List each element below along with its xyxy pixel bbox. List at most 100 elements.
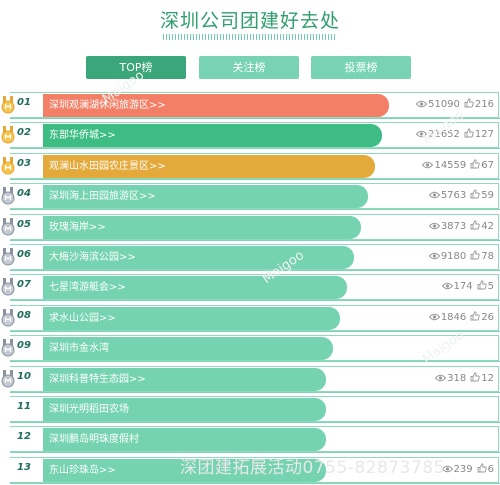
rank-number: 06 xyxy=(17,249,31,260)
like-count-value: 127 xyxy=(474,129,494,141)
eye-icon xyxy=(422,160,434,171)
gold-medal-icon xyxy=(1,156,15,175)
thumbs-up-icon xyxy=(470,189,481,201)
like-count[interactable]: 78 xyxy=(470,250,494,262)
place-link[interactable]: 深圳光明稻田农场 xyxy=(49,404,129,415)
like-count[interactable]: 6 xyxy=(477,463,494,475)
rank-number: 10 xyxy=(17,370,31,382)
view-count: 318 xyxy=(435,373,466,384)
like-count[interactable]: 12 xyxy=(470,371,494,384)
place-link[interactable]: 东部华侨城>> xyxy=(49,130,116,142)
score-bar: 深圳观澜湖休闲旅游区>> xyxy=(43,94,389,117)
place-link[interactable]: 东山珍珠岛>> xyxy=(49,464,116,476)
list-item[interactable]: 02 东部华侨城>> 21652 127 xyxy=(0,121,500,150)
thumbs-up-icon xyxy=(470,311,481,323)
like-count[interactable]: 59 xyxy=(470,189,494,202)
score-bar: 深圳海上田园旅游区>> xyxy=(43,185,368,209)
eye-icon xyxy=(416,99,428,110)
row-stats: 1846 26 xyxy=(425,311,494,323)
like-count-value: 59 xyxy=(481,190,494,202)
like-count[interactable]: 67 xyxy=(470,159,494,171)
tab-top[interactable]: TOP榜 xyxy=(86,56,186,79)
gold-medal-icon xyxy=(1,96,15,114)
list-item[interactable]: 07 七星湾游艇会>> 174 5 xyxy=(0,273,500,302)
view-count-value: 51090 xyxy=(428,99,460,110)
rank-number: 02 xyxy=(17,127,31,139)
place-link[interactable]: 玫瑰海岸>> xyxy=(49,221,106,233)
list-item[interactable]: 04 深圳海上田园旅游区>> 5763 59 xyxy=(0,182,500,211)
title-underline xyxy=(163,34,337,40)
rank-number: 07 xyxy=(17,279,31,291)
place-link[interactable]: 深圳海上田园旅游区>> xyxy=(49,191,156,203)
place-link[interactable]: 深圳市金水湾 xyxy=(49,343,109,355)
view-count: 3873 xyxy=(428,220,467,232)
view-count-value: 3873 xyxy=(440,220,467,232)
list-item[interactable]: 05 玫瑰海岸>> 3873 42 xyxy=(0,213,500,242)
view-count-value: 5763 xyxy=(440,190,467,202)
list-item[interactable]: 10 深圳科普特生态园>> 318 12 xyxy=(0,365,500,394)
place-link[interactable]: 深圳鹏岛明珠度假村 xyxy=(49,434,139,446)
thumbs-up-icon xyxy=(470,159,481,171)
view-count-value: 239 xyxy=(453,463,473,475)
view-count: 9180 xyxy=(428,251,466,262)
view-count-value: 318 xyxy=(447,372,467,384)
rank-number: 13 xyxy=(17,461,31,473)
like-count-value: 78 xyxy=(481,251,494,262)
list-item[interactable]: 12 深圳鹏岛明珠度假村 xyxy=(0,425,500,454)
place-link[interactable]: 大梅沙海滨公园>> xyxy=(49,252,136,263)
score-bar: 求水山公园>> xyxy=(43,306,340,330)
thumbs-up-icon xyxy=(470,371,481,384)
page-title: 深圳公司团建好去处 xyxy=(159,10,340,32)
rank-number: 11 xyxy=(17,401,31,412)
list-item[interactable]: 08 求水山公园>> 1846 26 xyxy=(0,304,500,333)
like-count-value: 26 xyxy=(481,311,494,323)
list-item[interactable]: 01 深圳观澜湖休闲旅游区>> 51090 216 xyxy=(0,91,500,120)
score-bar: 深圳光明稻田农场 xyxy=(43,398,326,421)
list-item[interactable]: 13 东山珍珠岛>> 239 6 xyxy=(0,456,500,485)
silver-medal-icon xyxy=(1,308,15,327)
rank-number: 01 xyxy=(17,97,31,108)
like-count-value: 67 xyxy=(481,159,494,171)
eye-icon xyxy=(428,190,441,201)
score-bar: 观澜山水田园农庄景区>> xyxy=(43,154,375,178)
rank-number: 05 xyxy=(17,218,31,230)
score-bar: 玫瑰海岸>> xyxy=(43,215,361,239)
view-count-value: 174 xyxy=(453,281,473,293)
like-count[interactable]: 42 xyxy=(470,219,494,232)
score-bar: 深圳鹏岛明珠度假村 xyxy=(43,428,326,452)
like-count-value: 6 xyxy=(487,463,494,475)
thumbs-up-icon xyxy=(477,280,488,292)
like-count[interactable]: 26 xyxy=(470,311,494,323)
eye-icon xyxy=(428,312,441,323)
like-count[interactable]: 5 xyxy=(477,280,494,292)
list-item[interactable]: 06 大梅沙海滨公园>> 9180 78 xyxy=(0,243,500,272)
view-count: 174 xyxy=(441,281,473,293)
score-bar: 深圳市金水湾 xyxy=(43,337,333,361)
like-count-value: 216 xyxy=(474,99,494,110)
tab-vote[interactable]: 投票榜 xyxy=(311,56,411,79)
like-count[interactable]: 127 xyxy=(464,128,494,141)
like-count[interactable]: 216 xyxy=(464,98,494,110)
view-count: 51090 xyxy=(416,99,460,110)
row-stats: 3873 42 xyxy=(425,219,494,232)
row-stats: 51090 216 xyxy=(412,98,494,110)
score-bar: 七星湾游艇会>> xyxy=(43,276,347,300)
place-link[interactable]: 求水山公园>> xyxy=(49,312,116,324)
row-stats: 318 12 xyxy=(431,371,494,384)
tab-follow[interactable]: 关注榜 xyxy=(199,56,299,79)
place-link[interactable]: 深圳观澜湖休闲旅游区>> xyxy=(49,100,166,111)
rank-number: 04 xyxy=(17,188,31,200)
list-item[interactable]: 11 深圳光明稻田农场 xyxy=(0,395,500,424)
silver-medal-icon xyxy=(1,187,15,205)
eye-icon xyxy=(428,251,441,262)
list-item[interactable]: 09 深圳市金水湾 xyxy=(0,334,500,363)
list-item[interactable]: 03 观澜山水田园农庄景区>> 14559 67 xyxy=(0,152,500,181)
thumbs-up-icon xyxy=(470,219,481,232)
view-count-value: 21652 xyxy=(428,129,460,141)
like-count-value: 12 xyxy=(481,372,494,384)
place-link[interactable]: 深圳科普特生态园>> xyxy=(49,373,146,385)
view-count-value: 1846 xyxy=(440,311,467,323)
place-link[interactable]: 观澜山水田园农庄景区>> xyxy=(49,160,166,172)
place-link[interactable]: 七星湾游艇会>> xyxy=(49,282,126,294)
thumbs-up-icon xyxy=(464,98,475,110)
